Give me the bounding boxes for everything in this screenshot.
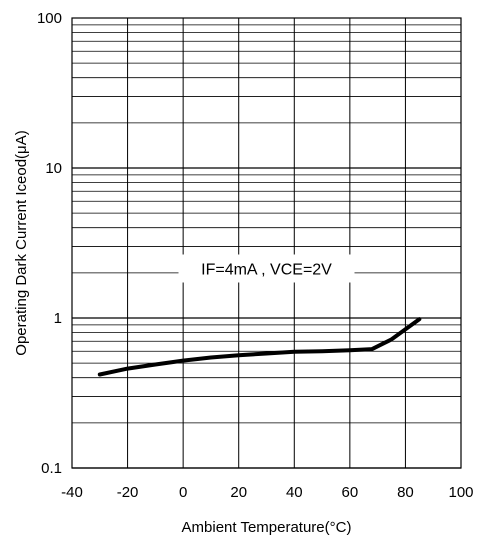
x-tick-label: 0 [179, 484, 187, 501]
y-tick-label: 100 [37, 10, 62, 27]
y-axis-title: Operating Dark Current Iceod(μA) [13, 130, 30, 355]
plot-area-frame [71, 17, 462, 469]
grid-lines [71, 18, 462, 469]
x-tick-label: -40 [61, 484, 83, 501]
dark-current-curve [97, 317, 422, 377]
annotation-label: IF=4mA , VCE=2V [201, 261, 332, 278]
y-tick-label: 0.1 [41, 460, 62, 477]
x-tick-label: -20 [117, 484, 139, 501]
x-tick-label: 40 [286, 484, 303, 501]
x-tick-labels: -40 -20 0 20 40 60 80 100 [61, 484, 473, 501]
x-tick-label: 80 [397, 484, 414, 501]
y-tick-label: 1 [54, 310, 62, 327]
y-tick-label: 10 [45, 160, 62, 177]
x-tick-label: 100 [448, 484, 473, 501]
x-tick-label: 20 [230, 484, 247, 501]
y-tick-labels: 0.1 1 10 100 [37, 10, 62, 477]
x-axis-title: Ambient Temperature(°C) [182, 519, 352, 536]
annotation-background [178, 254, 355, 283]
x-tick-label: 60 [342, 484, 359, 501]
